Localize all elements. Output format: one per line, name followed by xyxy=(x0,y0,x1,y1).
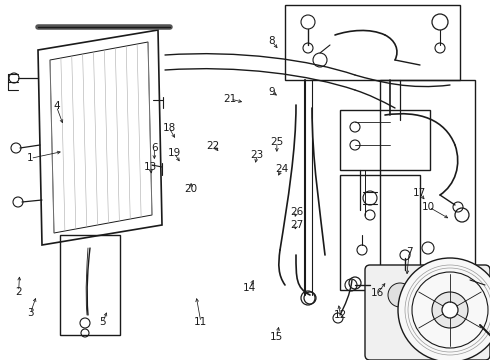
FancyBboxPatch shape xyxy=(365,265,490,360)
Bar xyxy=(340,110,430,170)
Text: 10: 10 xyxy=(422,202,435,212)
Text: 3: 3 xyxy=(27,308,34,318)
Text: 7: 7 xyxy=(406,247,413,257)
Text: 25: 25 xyxy=(270,137,284,147)
Text: 26: 26 xyxy=(290,207,303,217)
Text: 17: 17 xyxy=(412,188,426,198)
Text: 1: 1 xyxy=(27,153,34,163)
Circle shape xyxy=(420,275,440,295)
Text: 6: 6 xyxy=(151,143,158,153)
Text: 4: 4 xyxy=(53,101,60,111)
Circle shape xyxy=(388,283,412,307)
Text: 13: 13 xyxy=(144,162,157,172)
Text: 16: 16 xyxy=(370,288,384,298)
Circle shape xyxy=(445,290,465,310)
Bar xyxy=(380,80,475,275)
Text: 21: 21 xyxy=(223,94,237,104)
Bar xyxy=(60,235,120,335)
Text: 2: 2 xyxy=(15,287,22,297)
Text: 11: 11 xyxy=(194,317,208,327)
Text: 14: 14 xyxy=(243,283,257,293)
Text: 27: 27 xyxy=(290,220,303,230)
Circle shape xyxy=(435,315,455,335)
Circle shape xyxy=(398,258,490,360)
Text: 18: 18 xyxy=(162,123,176,133)
Text: 20: 20 xyxy=(185,184,197,194)
Text: 8: 8 xyxy=(269,36,275,46)
Text: 23: 23 xyxy=(250,150,264,160)
Text: 12: 12 xyxy=(334,310,347,320)
Text: 24: 24 xyxy=(275,164,289,174)
Circle shape xyxy=(432,292,468,328)
Circle shape xyxy=(442,302,458,318)
Text: 19: 19 xyxy=(167,148,181,158)
Text: 9: 9 xyxy=(269,87,275,97)
Circle shape xyxy=(403,306,427,330)
Text: 5: 5 xyxy=(99,317,106,327)
Text: 22: 22 xyxy=(206,141,220,151)
Bar xyxy=(340,175,420,290)
Bar xyxy=(285,5,460,80)
Bar xyxy=(465,270,490,308)
Text: 15: 15 xyxy=(270,332,284,342)
